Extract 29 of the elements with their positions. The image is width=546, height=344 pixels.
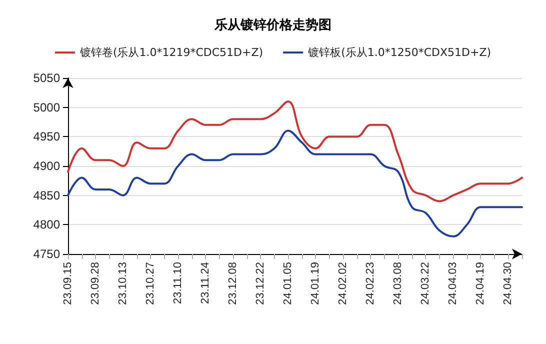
x-tick-label: 23.09.15 (62, 262, 74, 305)
y-tick-label: 4850 (33, 188, 60, 202)
legend-label: 镀锌卷(乐从1.0*1219*CDC51D+Z) (78, 46, 264, 59)
legend-label: 镀锌板(乐从1.0*1250*CDX51D+Z) (307, 46, 492, 59)
x-tick-label: 24.03.08 (392, 262, 404, 305)
x-tick-label: 24.01.19 (310, 262, 322, 305)
x-tick-label: 24.02.23 (364, 262, 377, 305)
x-tick-label: 24.04.30 (502, 262, 514, 305)
line-series (67, 130, 523, 238)
x-tick-label: 23.09.28 (90, 262, 102, 305)
x-tick-label: 23.10.27 (144, 262, 157, 305)
x-tick-label: 24.04.03 (447, 262, 460, 305)
x-tick-label: 24.04.19 (474, 262, 487, 305)
y-tick-label: 4750 (33, 247, 60, 261)
x-tick-label: 23.11.10 (172, 262, 184, 304)
x-tick-label: 24.03.22 (420, 262, 432, 305)
y-tick-label: 5050 (33, 71, 60, 85)
x-tick-label: 23.10.13 (117, 262, 130, 305)
y-tick-label: 4950 (33, 130, 60, 144)
x-tick-label: 23.12.22 (254, 262, 267, 305)
y-tick-label: 4900 (33, 159, 60, 173)
line-series (67, 100, 523, 202)
x-tick-label: 23.11.24 (200, 262, 212, 304)
x-tick-label: 24.01.05 (282, 262, 294, 305)
x-tick-label: 23.12.08 (227, 262, 240, 305)
y-tick-label: 4800 (33, 218, 60, 232)
y-tick-label: 5000 (33, 100, 60, 114)
chart-title: 乐从镀锌价格走势图 (214, 17, 332, 33)
x-tick-label: 24.02.02 (337, 262, 350, 305)
